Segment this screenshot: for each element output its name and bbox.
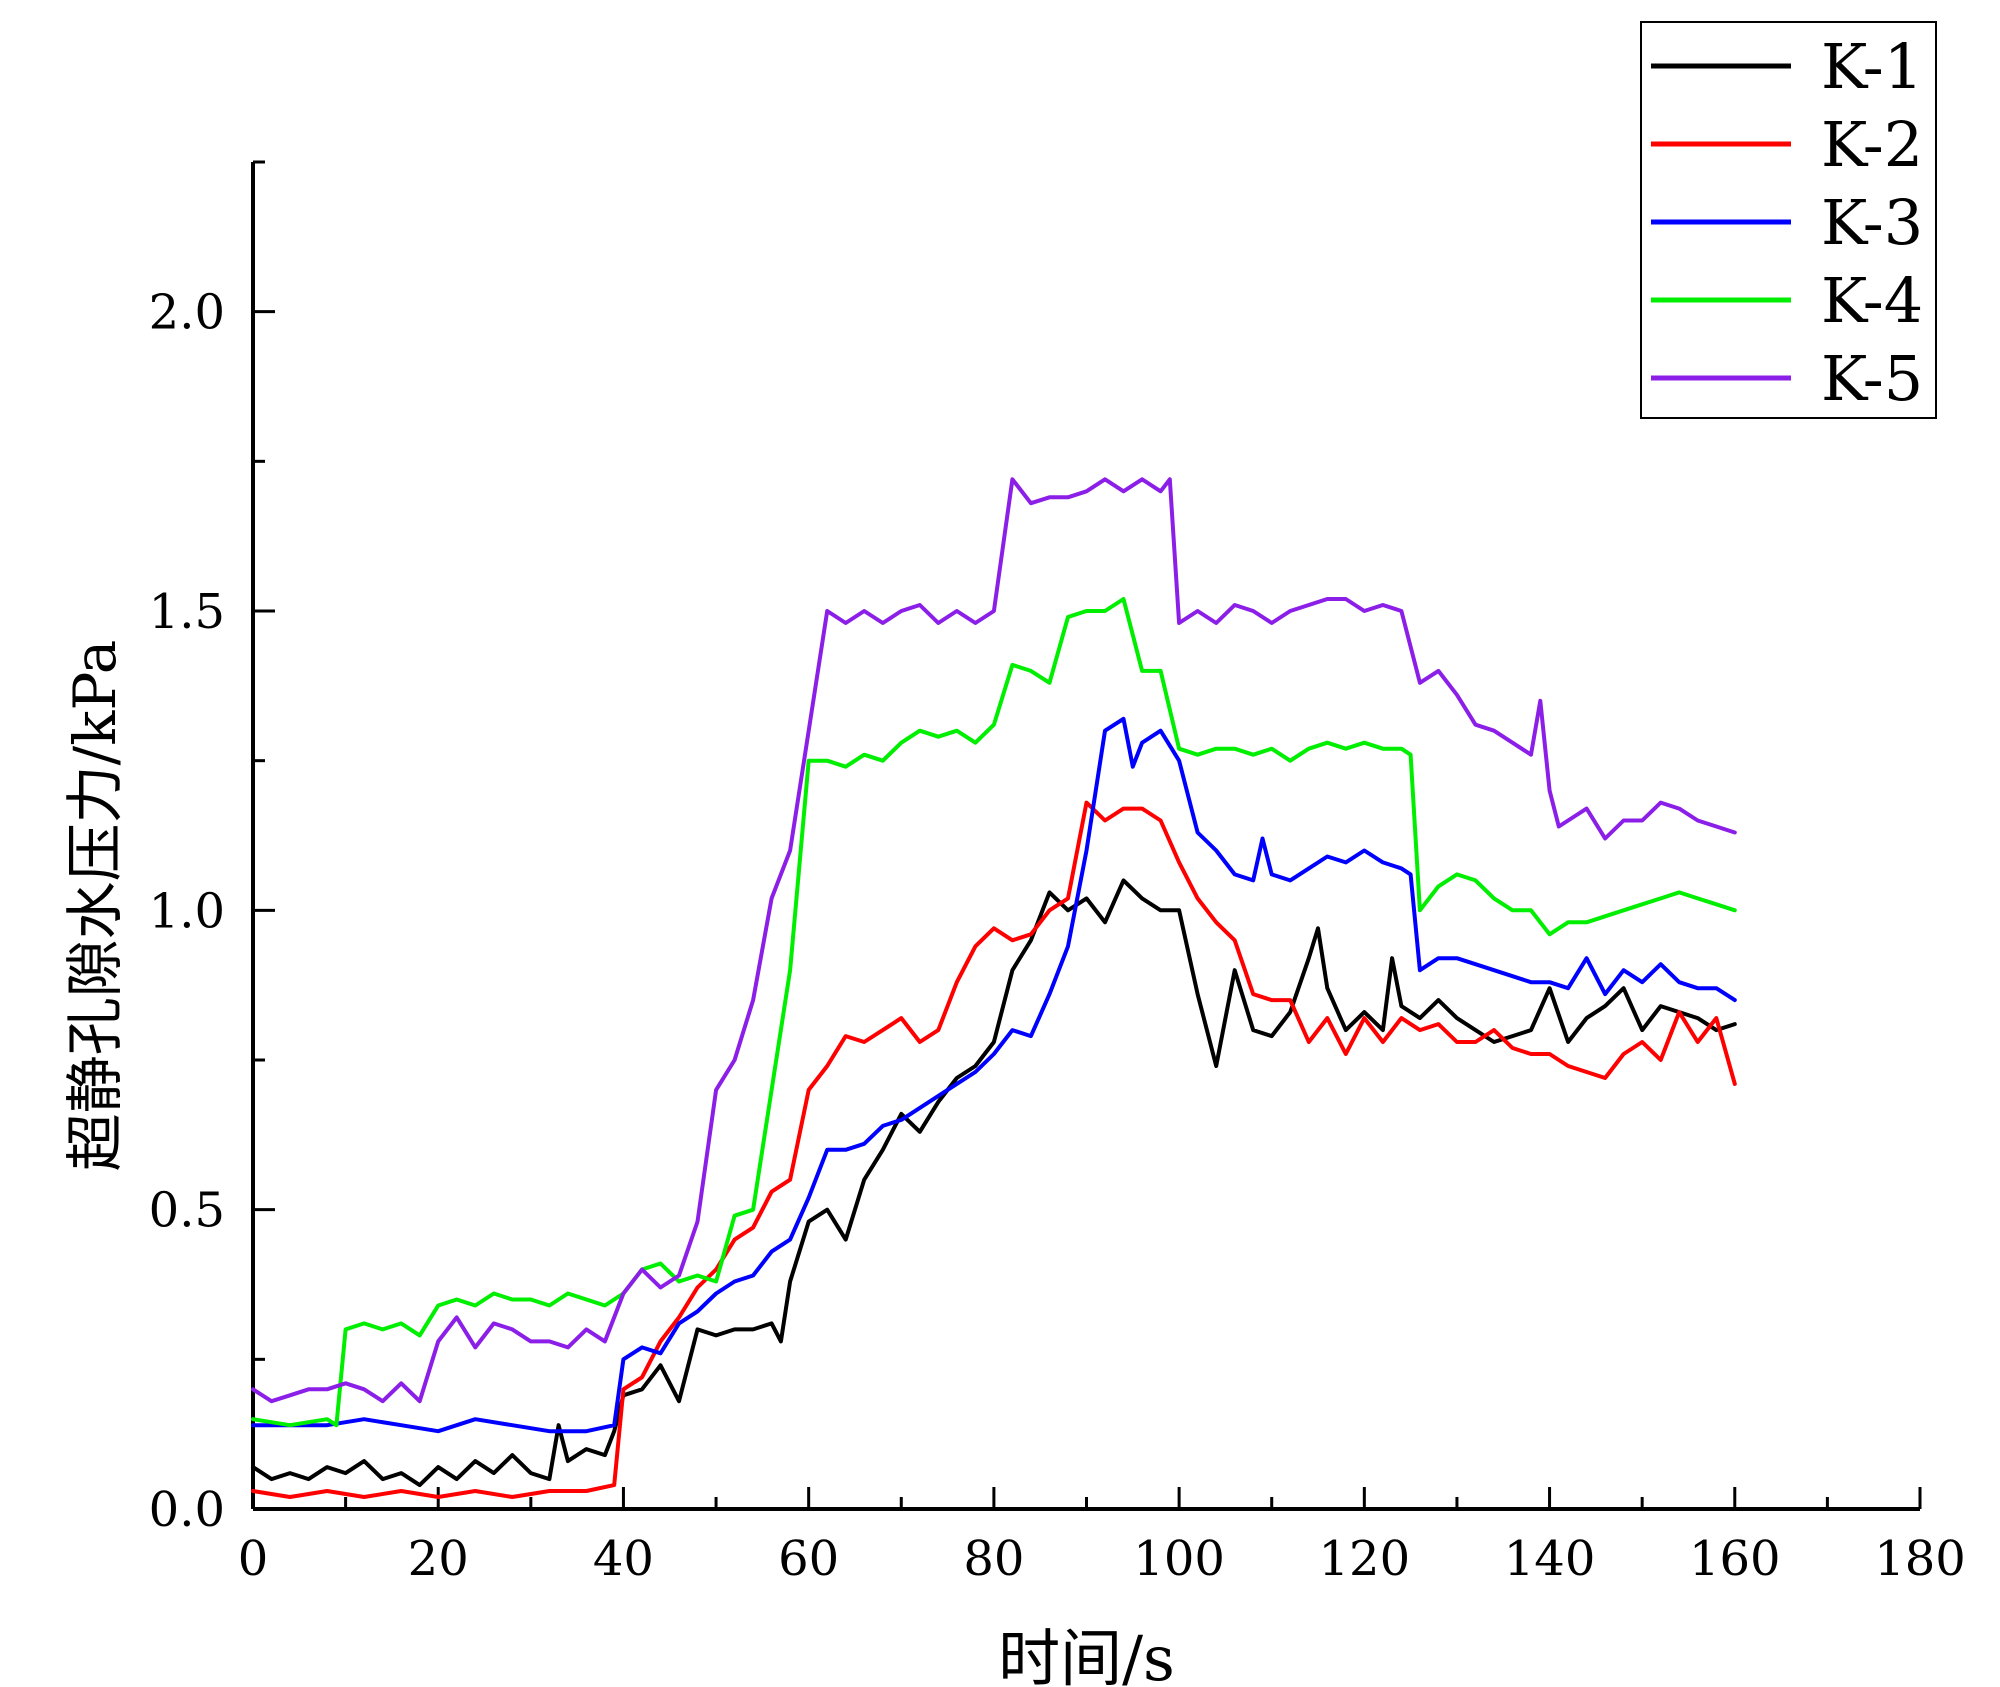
series-line-k-5 (251, 477, 1737, 1404)
y-tick-label: 0.5 (149, 1183, 225, 1239)
y-tick-label: 2.0 (149, 285, 225, 341)
x-tick-label: 60 (778, 1531, 839, 1587)
x-tick-label: 80 (963, 1531, 1024, 1587)
plot-lines (251, 477, 1737, 1499)
series-line-k-3 (251, 716, 1737, 1434)
series-line-k-4 (251, 597, 1737, 1428)
x-axis-label: 时间/s (998, 1622, 1175, 1687)
x-tick-label: 180 (1874, 1531, 1966, 1587)
series-line-k-2 (251, 800, 1737, 1499)
legend-label-k-4: K-4 (1821, 264, 1923, 337)
y-tick-label: 1.0 (149, 883, 225, 939)
legend: K-1K-2K-3K-4K-5 (1640, 21, 1937, 419)
x-tick-label: 100 (1133, 1531, 1225, 1587)
x-tick-label: 160 (1689, 1531, 1781, 1587)
plot-axes: 0 20 40 60 80 100 120 140 160 180 0.0 0.5 1.0 1.5 2.0 时… (61, 160, 1966, 1687)
y-tick-label: 0.0 (149, 1482, 225, 1538)
legend-label-k-5: K-5 (1821, 342, 1923, 415)
y-tick-label: 1.5 (149, 584, 225, 640)
x-tick-label: 40 (593, 1531, 654, 1587)
legend-label-k-1: K-1 (1821, 30, 1923, 103)
x-tick-label: 0 (238, 1531, 269, 1587)
series-line-k-1 (251, 878, 1737, 1488)
x-tick-label: 120 (1319, 1531, 1411, 1587)
legend-label-k-2: K-2 (1821, 108, 1923, 181)
y-axis-label: 超静孔隙水压力/kPa (61, 640, 129, 1172)
x-tick-label: 140 (1504, 1531, 1596, 1587)
x-tick-label: 20 (408, 1531, 469, 1587)
legend-label-k-3: K-3 (1821, 186, 1923, 259)
